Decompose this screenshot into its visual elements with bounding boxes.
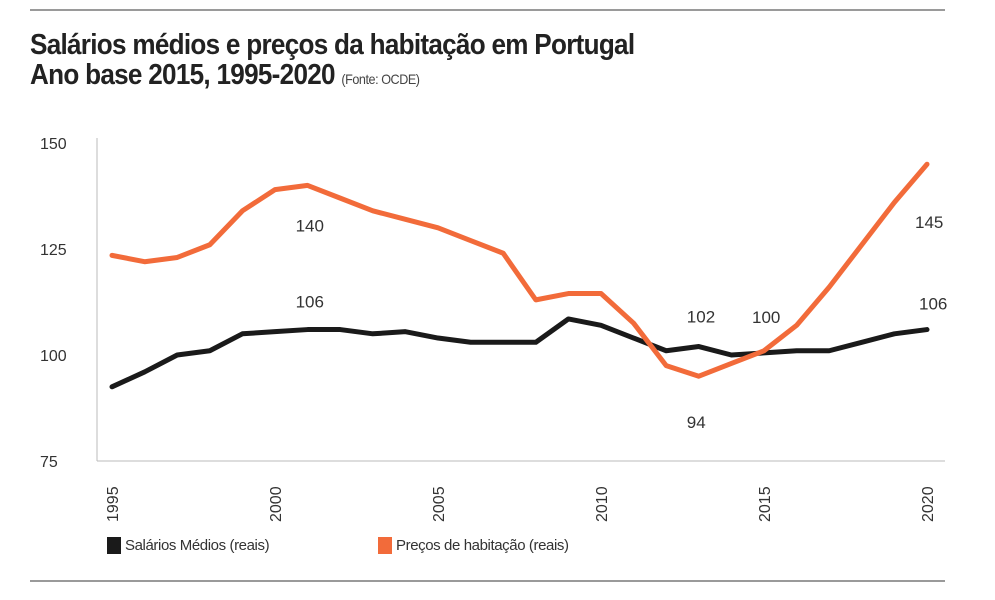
- x-tick-label: 2010: [594, 486, 611, 522]
- subtitle-line: Ano base 2015, 1995-2020 (Fonte: OCDE): [30, 60, 634, 94]
- top-rule: [30, 9, 945, 11]
- source: (Fonte: OCDE): [341, 71, 420, 87]
- x-tick-label: 2005: [431, 486, 448, 522]
- series-line-1: [109, 161, 930, 379]
- legend-label: Preços de habitação (reais): [396, 537, 569, 554]
- data-label: 106: [296, 293, 324, 312]
- chart-title: Salários médios e preços da habitação em…: [30, 29, 635, 94]
- legend-swatch-black: [107, 537, 121, 554]
- legend-label: Salários Médios (reais): [125, 537, 270, 554]
- y-tick-label: 75: [40, 454, 58, 471]
- y-tick-label: 100: [40, 348, 67, 365]
- subtitle: Ano base 2015, 1995-2020: [30, 59, 336, 91]
- data-label: 102: [687, 308, 715, 327]
- x-tick-label: 2015: [757, 486, 774, 522]
- x-tick-label: 2000: [268, 486, 285, 522]
- title-line: Salários médios e preços da habitação em…: [30, 29, 635, 61]
- data-label: 140: [296, 216, 324, 235]
- series-line-0: [109, 316, 930, 390]
- data-label: 100: [752, 308, 780, 327]
- y-tick-label: 125: [40, 242, 67, 259]
- legend-item-salarios: Salários Médios (reais): [107, 537, 270, 554]
- x-tick-label: 1995: [105, 486, 122, 522]
- legend-item-precos: Preços de habitação (reais): [378, 537, 569, 554]
- x-tick-label: 2020: [920, 486, 937, 522]
- data-label: 106: [919, 295, 947, 314]
- data-label: 145: [915, 213, 943, 232]
- y-tick-label: 150: [40, 136, 67, 153]
- legend-swatch-orange: [378, 537, 392, 554]
- bottom-rule: [30, 580, 945, 582]
- data-label: 94: [687, 413, 706, 432]
